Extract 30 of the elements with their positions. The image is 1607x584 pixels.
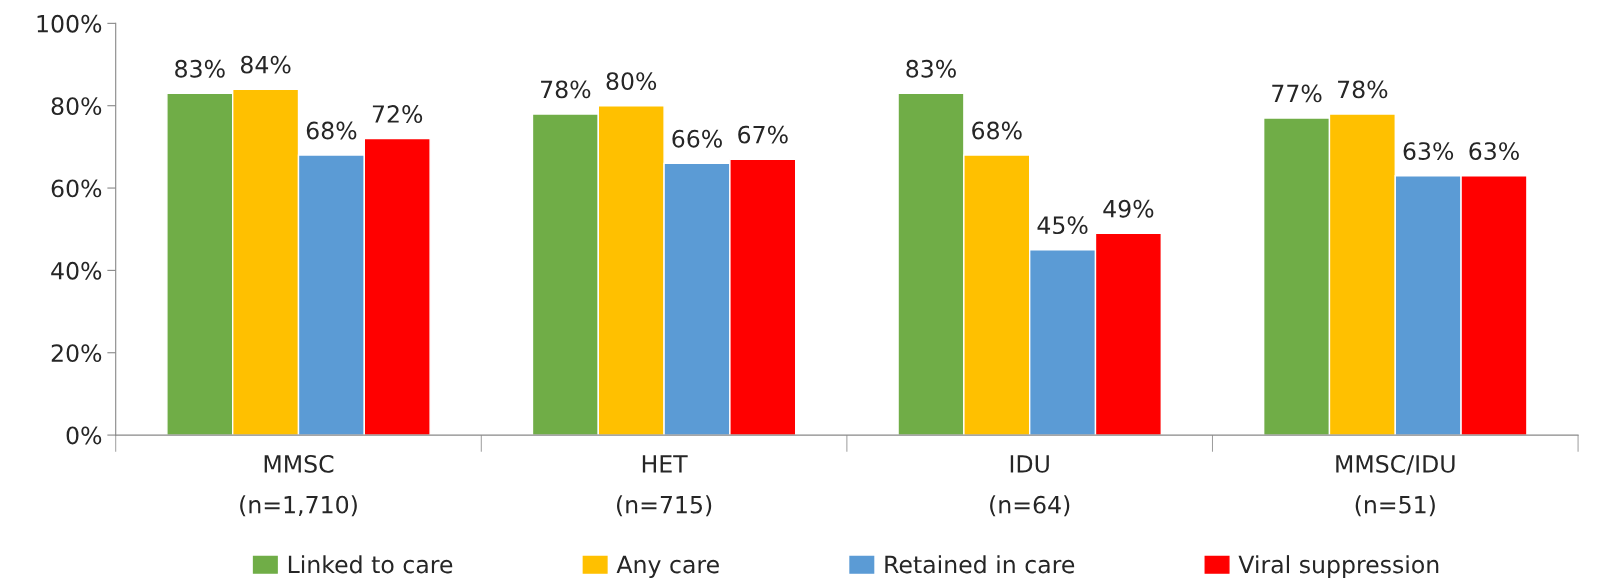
data-label: 83% <box>175 59 225 78</box>
data-label: 78% <box>541 80 591 99</box>
legend-label: Linked to care <box>288 555 453 574</box>
data-label: 68% <box>972 121 1022 140</box>
y-tick-label: 20% <box>51 344 102 363</box>
x-tick-label: IDU (n=64) <box>990 455 1070 517</box>
data-label: 63% <box>1469 142 1519 161</box>
x-tick-label: MMSC/IDU (n=51) <box>1336 454 1455 517</box>
data-label: 84% <box>240 55 291 74</box>
y-tick-label: 40% <box>51 261 102 280</box>
data-label: 63% <box>1403 142 1454 161</box>
y-tick-label: 60% <box>51 179 102 198</box>
data-label: 67% <box>738 125 788 144</box>
data-label: 77% <box>1272 84 1322 103</box>
data-label: 80% <box>606 72 657 91</box>
legend-label: Viral suppression <box>1238 555 1439 578</box>
y-tick-label: 0% <box>66 426 102 445</box>
data-label: 83% <box>906 59 956 78</box>
data-label: 72% <box>372 105 423 123</box>
y-tick-label: 100% <box>37 14 102 33</box>
data-label: 49% <box>1103 199 1154 218</box>
data-label: 66% <box>672 129 722 148</box>
x-tick-label: MMSC (n=1,710) <box>240 454 357 517</box>
y-tick-label: 80% <box>51 97 102 116</box>
data-label: 68% <box>306 121 357 140</box>
x-tick-label: HET (n=715) <box>617 455 712 517</box>
data-label: 45% <box>1037 216 1088 235</box>
legend-label: Retained in care <box>885 555 1075 574</box>
legend-label: Any care <box>616 555 719 578</box>
data-label: 78% <box>1338 80 1388 99</box>
